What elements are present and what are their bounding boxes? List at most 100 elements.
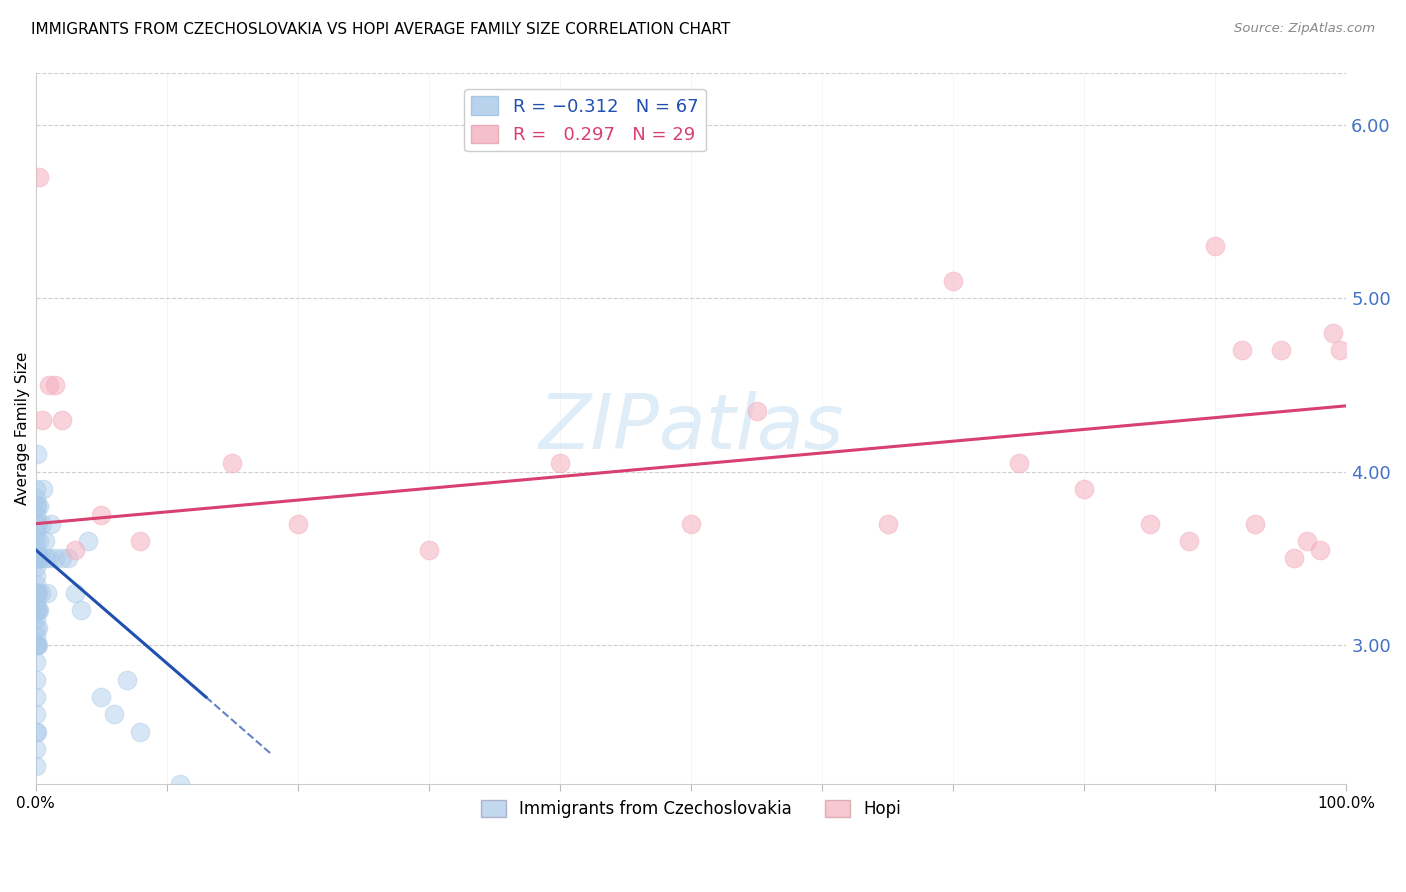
- Point: [30, 586, 52, 600]
- Point: [27, 551, 49, 566]
- Point: [28, 603, 51, 617]
- Point: [287, 516, 309, 531]
- Point: [28, 551, 51, 566]
- Point: [25, 577, 48, 591]
- Legend: Immigrants from Czechoslovakia, Hopi: Immigrants from Czechoslovakia, Hopi: [474, 794, 908, 825]
- Point: [37, 586, 59, 600]
- Point: [25, 551, 48, 566]
- Point: [876, 516, 898, 531]
- Y-axis label: Average Family Size: Average Family Size: [15, 351, 30, 505]
- Point: [103, 707, 125, 722]
- Point: [63, 586, 86, 600]
- Point: [35, 551, 58, 566]
- Point: [221, 456, 243, 470]
- Point: [548, 456, 571, 470]
- Point: [51, 551, 73, 566]
- Point: [25, 690, 48, 704]
- Point: [27, 638, 49, 652]
- Point: [25, 542, 48, 557]
- Point: [25, 551, 48, 566]
- Point: [27, 586, 49, 600]
- Point: [25, 629, 48, 643]
- Point: [25, 491, 48, 505]
- Point: [1270, 343, 1292, 358]
- Point: [679, 516, 702, 531]
- Point: [58, 551, 80, 566]
- Point: [25, 707, 48, 722]
- Point: [1073, 482, 1095, 496]
- Point: [25, 500, 48, 514]
- Point: [25, 482, 48, 496]
- Point: [25, 560, 48, 574]
- Point: [25, 621, 48, 635]
- Point: [27, 603, 49, 617]
- Point: [169, 777, 191, 791]
- Point: [32, 482, 55, 496]
- Point: [129, 724, 152, 739]
- Point: [31, 516, 53, 531]
- Point: [1230, 343, 1253, 358]
- Point: [28, 169, 51, 184]
- Point: [25, 638, 48, 652]
- Point: [25, 447, 48, 461]
- Point: [25, 759, 48, 773]
- Point: [77, 534, 100, 549]
- Point: [27, 516, 49, 531]
- Point: [25, 656, 48, 670]
- Point: [1178, 534, 1201, 549]
- Point: [25, 534, 48, 549]
- Point: [117, 673, 139, 687]
- Text: Source: ZipAtlas.com: Source: ZipAtlas.com: [1234, 22, 1375, 36]
- Point: [31, 413, 53, 427]
- Point: [1282, 551, 1305, 566]
- Point: [1329, 343, 1351, 358]
- Point: [25, 724, 48, 739]
- Point: [25, 742, 48, 756]
- Point: [1008, 456, 1031, 470]
- Point: [28, 534, 51, 549]
- Point: [25, 568, 48, 582]
- Text: IMMIGRANTS FROM CZECHOSLOVAKIA VS HOPI AVERAGE FAMILY SIZE CORRELATION CHART: IMMIGRANTS FROM CZECHOSLOVAKIA VS HOPI A…: [31, 22, 730, 37]
- Point: [90, 508, 112, 522]
- Point: [156, 811, 179, 825]
- Point: [745, 404, 768, 418]
- Text: ZIPatlas: ZIPatlas: [538, 392, 844, 466]
- Point: [25, 525, 48, 540]
- Point: [25, 595, 48, 609]
- Point: [25, 603, 48, 617]
- Point: [38, 378, 60, 392]
- Point: [90, 690, 112, 704]
- Point: [25, 586, 48, 600]
- Point: [1296, 534, 1319, 549]
- Point: [129, 534, 152, 549]
- Point: [25, 724, 48, 739]
- Point: [25, 516, 48, 531]
- Point: [44, 551, 66, 566]
- Point: [25, 638, 48, 652]
- Point: [28, 500, 51, 514]
- Point: [44, 378, 66, 392]
- Point: [38, 551, 60, 566]
- Point: [25, 586, 48, 600]
- Point: [39, 516, 62, 531]
- Point: [63, 542, 86, 557]
- Point: [1139, 516, 1161, 531]
- Point: [51, 413, 73, 427]
- Point: [1204, 239, 1226, 253]
- Point: [1309, 542, 1331, 557]
- Point: [34, 534, 56, 549]
- Point: [25, 638, 48, 652]
- Point: [25, 500, 48, 514]
- Point: [942, 274, 965, 288]
- Point: [25, 612, 48, 626]
- Point: [25, 508, 48, 522]
- Point: [25, 673, 48, 687]
- Point: [30, 551, 52, 566]
- Point: [70, 603, 93, 617]
- Point: [27, 621, 49, 635]
- Point: [25, 603, 48, 617]
- Point: [181, 794, 204, 808]
- Point: [418, 542, 440, 557]
- Point: [1322, 326, 1344, 340]
- Point: [1243, 516, 1265, 531]
